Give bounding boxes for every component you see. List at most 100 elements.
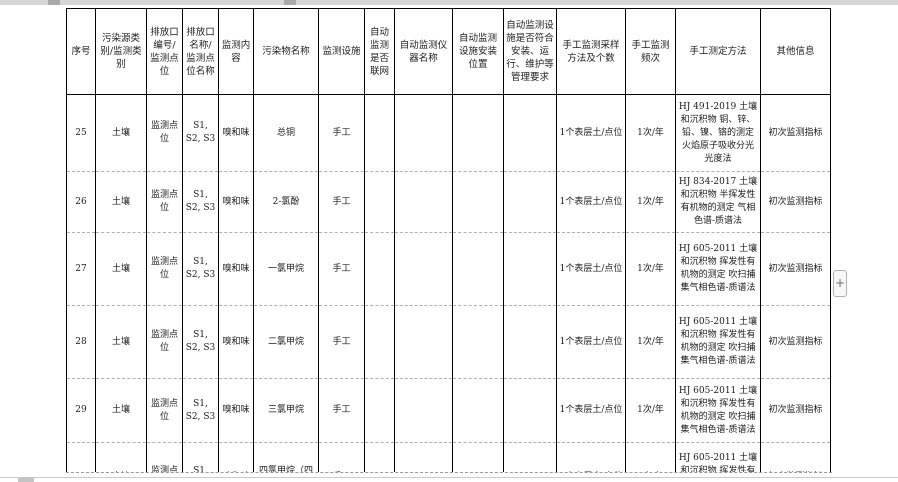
- cell-pollutant: 2-氯酚: [253, 171, 319, 233]
- cell-auto-compliance: [503, 442, 557, 472]
- cell-outlet-no: 监测点位: [146, 378, 183, 443]
- cell-manual-method: HJ 605-2011 土壤和沉积物 挥发性有机物的测定 吹扫捕集气相色谱-质谱…: [675, 378, 761, 443]
- cell-category: 土壤: [95, 94, 147, 172]
- table-row: 27 土壤 监测点位 S1, S2, S3 嗅和味 一氯甲烷 手工 1个表层土/…: [66, 232, 831, 306]
- cell-auto-location: [452, 305, 504, 379]
- cell-pollutant: 总铜: [253, 94, 319, 172]
- cell-outlet-name: S1, S2, S3: [182, 305, 219, 379]
- table-row: 25 土壤 监测点位 S1, S2, S3 嗅和味 总铜 手工 1个表层土/点位…: [66, 94, 831, 172]
- table-row: 26 土壤 监测点位 S1, S2, S3 嗅和味 2-氯酚 手工 1个表层土/…: [66, 171, 831, 233]
- column-header: 自动监测设施安装位置: [452, 8, 504, 95]
- cell-auto-instrument: [394, 305, 453, 379]
- cell-content: 嗅和味: [218, 94, 254, 172]
- cell-manual-sampling: 1个表层土/点位: [556, 305, 626, 379]
- cell-other-info: 初次监测指标: [760, 232, 831, 306]
- cell-manual-sampling: 1个表层土/点位: [556, 232, 626, 306]
- cell-facility: 手工: [318, 305, 365, 379]
- cell-outlet-name: S1, S2, S3: [182, 378, 219, 443]
- cell-other-info: 初次监测指标: [760, 171, 831, 233]
- cell-auto-networked: [364, 442, 395, 472]
- frame-bottom-divider: [0, 477, 898, 478]
- cell-auto-instrument: [394, 442, 453, 472]
- column-header: 序号: [66, 8, 96, 95]
- scrollbar-mark: [284, 0, 296, 5]
- table-header-row: 序号 污染源类别/监测类别 排放口编号/监测点位 排放口名称/监测点位名称 监测内容 污染…: [66, 8, 831, 95]
- column-header: 排放口编号/监测点位: [146, 8, 183, 95]
- cell-content: 嗅和味: [218, 378, 254, 443]
- cell-facility: 手工: [318, 171, 365, 233]
- cell-auto-location: [452, 171, 504, 233]
- cell-other-info: 初次监测指标: [760, 442, 831, 472]
- cell-auto-networked: [364, 171, 395, 233]
- cell-outlet-no: 监测点位: [146, 94, 183, 172]
- column-header: 其他信息: [760, 8, 831, 95]
- column-header: 自动监测仪器名称: [394, 8, 453, 95]
- cell-outlet-name: S1, S2, S3: [182, 232, 219, 306]
- cell-auto-instrument: [394, 232, 453, 306]
- cell-auto-instrument: [394, 378, 453, 443]
- scrollbar-mark: [48, 0, 60, 5]
- cell-auto-instrument: [394, 94, 453, 172]
- cell-auto-compliance: [503, 94, 557, 172]
- cell-auto-compliance: [503, 378, 557, 443]
- horizontal-scrollbar-thumb[interactable]: [18, 477, 34, 482]
- table-row: 28 土壤 监测点位 S1, S2, S3 嗅和味 二氯甲烷 手工 1个表层土/…: [66, 305, 831, 379]
- cell-outlet-no: 监测点位: [146, 442, 183, 472]
- column-header: 排放口名称/监测点位名称: [182, 8, 219, 95]
- cell-manual-sampling: 1个表层土/点位: [556, 378, 626, 443]
- cell-other-info: 初次监测指标: [760, 378, 831, 443]
- cell-facility: 手工: [318, 442, 365, 472]
- cell-content: 嗅和味: [218, 232, 254, 306]
- cell-pollutant: 二氯甲烷: [253, 305, 319, 379]
- cell-facility: 手工: [318, 378, 365, 443]
- column-header: 污染源类别/监测类别: [95, 8, 147, 95]
- table-row: 29 土壤 监测点位 S1, S2, S3 嗅和味 三氯甲烷 手工 1个表层土/…: [66, 378, 831, 443]
- cell-manual-sampling: 1个表层土/点位: [556, 171, 626, 233]
- cell-category: 土壤: [95, 171, 147, 233]
- column-header: 监测内容: [218, 8, 254, 95]
- cell-outlet-no: 监测点位: [146, 305, 183, 379]
- cell-pollutant: 三氯甲烷: [253, 378, 319, 443]
- cell-outlet-name: S1, S2, S3: [182, 171, 219, 233]
- cell-manual-method: HJ 605-2011 土壤和沉积物 挥发性有机物的测定 吹扫捕集气相色谱-质谱…: [675, 232, 761, 306]
- cell-auto-networked: [364, 94, 395, 172]
- cell-auto-instrument: [394, 171, 453, 233]
- cell-manual-sampling: 1个表层土/点位: [556, 94, 626, 172]
- cell-auto-networked: [364, 305, 395, 379]
- cell-seq: 27: [66, 232, 96, 306]
- monitoring-table-container: 序号 污染源类别/监测类别 排放口编号/监测点位 排放口名称/监测点位名称 监测内容 污染…: [66, 8, 832, 473]
- cell-manual-method: HJ 834-2017 土壤和沉积物 半挥发性有机物的测定 气相色谱-质谱法: [675, 171, 761, 233]
- cell-pollutant: 一氯甲烷: [253, 232, 319, 306]
- cell-content: 嗅和味: [218, 171, 254, 233]
- cell-other-info: 初次监测指标: [760, 305, 831, 379]
- cell-manual-sampling: 1个表层土/点位: [556, 442, 626, 472]
- cell-manual-frequency: 1次/年: [625, 94, 676, 172]
- expand-plus-button[interactable]: +: [833, 270, 847, 297]
- cell-outlet-no: 监测点位: [146, 171, 183, 233]
- cell-manual-frequency: 1次/年: [625, 305, 676, 379]
- cell-seq: 28: [66, 305, 96, 379]
- column-header: 手工测定方法: [675, 8, 761, 95]
- cell-auto-compliance: [503, 171, 557, 233]
- cell-outlet-no: 监测点位: [146, 232, 183, 306]
- cell-manual-frequency: 1次/年: [625, 232, 676, 306]
- cell-category: 土壤: [95, 378, 147, 443]
- cell-outlet-name: S1, S2, S3: [182, 94, 219, 172]
- cell-seq: 29: [66, 378, 96, 443]
- cell-manual-method: HJ 491-2019 土壤和沉积物 铜、锌、铅、镍、铬的测定 火焰原子吸收分光…: [675, 94, 761, 172]
- cell-content: 嗅和味: [218, 305, 254, 379]
- cell-facility: 手工: [318, 232, 365, 306]
- cell-seq: 26: [66, 171, 96, 233]
- cell-category: 土壤: [95, 305, 147, 379]
- cell-manual-method: HJ 605-2011 土壤和沉积物 挥发性有机物的测定 吹扫捕集气相色谱-质谱…: [675, 442, 761, 472]
- cell-auto-location: [452, 94, 504, 172]
- column-header: 监测设施: [318, 8, 365, 95]
- cell-other-info: 初次监测指标: [760, 94, 831, 172]
- cell-auto-location: [452, 442, 504, 472]
- cell-facility: 手工: [318, 94, 365, 172]
- column-header: 自动监测是否联网: [364, 8, 395, 95]
- top-scrollbar[interactable]: [0, 0, 898, 5]
- cell-seq: 30: [66, 442, 96, 472]
- cell-auto-location: [452, 232, 504, 306]
